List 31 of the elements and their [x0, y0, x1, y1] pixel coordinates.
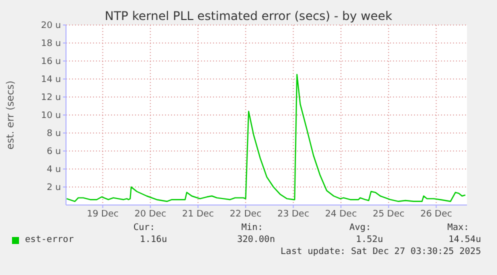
y-tick-label: 20 u	[40, 21, 61, 32]
y-tick-label: 16 u	[40, 57, 61, 68]
text: Cur:	[133, 223, 155, 233]
text: Max:	[447, 223, 469, 233]
x-tick-label: 21 Dec	[182, 209, 214, 220]
legend-label: est-error	[25, 235, 74, 245]
x-tick-label: 20 Dec	[134, 209, 166, 220]
text: Min:	[241, 223, 263, 233]
x-tick-label: 19 Dec	[86, 209, 119, 220]
x-tick-label: 22 Dec	[230, 209, 262, 220]
y-tick-label: 4 u	[46, 165, 61, 176]
text: 14.54u	[448, 235, 481, 245]
y-tick-label: 12 u	[40, 93, 61, 104]
x-tick-label: 26 Dec	[420, 209, 452, 220]
y-axis-title: est. err (secs)	[6, 80, 17, 150]
text: Avg:	[349, 223, 371, 233]
y-tick-label: 2 u	[46, 183, 61, 194]
y-tick-label: 8 u	[46, 129, 61, 140]
text: 1.16u	[140, 235, 167, 245]
text: 320.00n	[237, 235, 275, 245]
y-tick-label: 10 u	[40, 111, 61, 122]
line-series	[66, 74, 466, 202]
x-tick-label: 23 Dec	[277, 209, 310, 220]
x-tick-label: 24 Dec	[325, 209, 357, 220]
chart-title: NTP kernel PLL estimated error (secs) - by week	[104, 9, 394, 23]
y-tick-label: 6 u	[46, 147, 61, 158]
x-tick-label: 25 Dec	[372, 209, 404, 220]
y-tick-label: 18 u	[40, 39, 61, 50]
text: 1.52u	[356, 235, 383, 245]
text: Last update: Sat Dec 27 03:30:25 2025	[280, 247, 481, 257]
y-tick-label: 14 u	[40, 75, 61, 86]
